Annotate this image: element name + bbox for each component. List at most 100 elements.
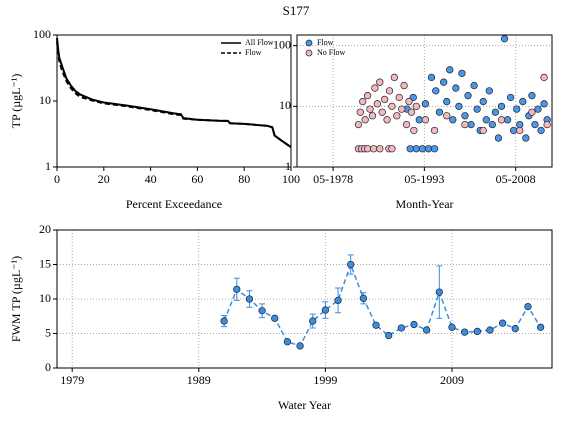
- marker: [528, 92, 536, 100]
- marker: [220, 317, 228, 325]
- marker: [370, 145, 378, 153]
- marker: [334, 296, 342, 305]
- marker: [500, 35, 509, 43]
- marker: [511, 325, 519, 333]
- marker: [321, 306, 330, 314]
- marker: [479, 97, 487, 106]
- y-tick-label: 10: [279, 98, 291, 112]
- x-axis-label: Month-Year: [395, 197, 453, 211]
- marker: [385, 331, 393, 340]
- marker: [513, 105, 521, 113]
- marker: [455, 102, 463, 110]
- y-tick-label: 100: [273, 37, 291, 51]
- marker: [271, 314, 279, 322]
- marker: [534, 105, 542, 113]
- marker: [497, 102, 506, 110]
- marker: [536, 323, 545, 331]
- marker: [363, 92, 372, 100]
- marker: [388, 145, 396, 153]
- x-tick-label: 100: [282, 172, 300, 186]
- marker: [531, 120, 539, 129]
- legend-label: All Flow: [245, 38, 274, 47]
- marker: [378, 108, 386, 116]
- marker: [537, 126, 545, 135]
- marker: [427, 73, 436, 82]
- marker: [486, 326, 494, 334]
- x-tick-label: 20: [98, 172, 110, 186]
- y-tick-label: 1: [45, 159, 51, 173]
- marker: [446, 66, 454, 74]
- marker: [540, 73, 548, 82]
- marker: [410, 320, 418, 329]
- marker: [388, 102, 396, 110]
- marker: [361, 116, 369, 124]
- marker: [506, 93, 515, 102]
- figure-title: S177: [283, 3, 310, 18]
- marker: [400, 81, 408, 90]
- y-tick-label: 5: [45, 325, 51, 339]
- marker: [421, 100, 430, 108]
- marker: [359, 97, 367, 106]
- marker: [522, 134, 530, 142]
- legend-label: Flow: [245, 48, 262, 57]
- marker: [449, 116, 457, 124]
- x-tick-label: 1979: [60, 373, 84, 387]
- legend-swatch: [305, 49, 313, 57]
- marker: [519, 97, 527, 106]
- marker: [233, 285, 241, 293]
- plot-frame: [296, 34, 553, 168]
- marker: [464, 92, 472, 100]
- marker: [479, 126, 487, 135]
- marker: [245, 295, 254, 303]
- marker: [372, 321, 380, 329]
- x-tick-label: 05-1978: [313, 172, 353, 186]
- y-tick-label: 10: [39, 291, 51, 305]
- legend-label: Flow: [317, 38, 334, 47]
- y-tick-label: 10: [39, 93, 51, 107]
- y-tick-label: 1: [285, 159, 291, 173]
- marker: [406, 145, 414, 153]
- x-tick-label: 05-2008: [496, 172, 536, 186]
- marker: [354, 120, 363, 129]
- marker: [470, 81, 478, 90]
- plot-frame: [56, 34, 292, 168]
- series-line: [56, 37, 292, 148]
- marker: [368, 112, 377, 120]
- marker: [366, 105, 374, 113]
- marker: [359, 294, 368, 302]
- marker: [461, 120, 469, 129]
- marker: [510, 126, 518, 135]
- marker: [491, 108, 500, 116]
- marker: [432, 87, 440, 95]
- marker: [309, 317, 317, 325]
- marker: [380, 95, 389, 104]
- marker: [460, 328, 469, 336]
- marker: [347, 260, 355, 269]
- x-tick-label: 05-1993: [404, 172, 444, 186]
- marker: [363, 145, 372, 153]
- marker: [540, 100, 548, 108]
- x-tick-label: 0: [54, 172, 60, 186]
- marker: [543, 120, 551, 129]
- marker: [407, 108, 416, 116]
- marker: [397, 324, 405, 332]
- marker: [440, 78, 448, 86]
- marker: [461, 112, 469, 120]
- marker: [410, 126, 418, 135]
- marker: [503, 116, 512, 124]
- series-line: [56, 41, 292, 148]
- marker: [390, 73, 399, 82]
- marker: [473, 327, 481, 336]
- y-tick-label: 20: [39, 222, 51, 236]
- marker: [443, 97, 451, 106]
- marker: [494, 134, 503, 142]
- marker: [423, 326, 431, 334]
- marker: [402, 120, 411, 129]
- marker: [443, 112, 451, 120]
- marker: [356, 108, 364, 116]
- plot-frame: [56, 229, 553, 369]
- x-tick-label: 40: [145, 172, 157, 186]
- marker: [373, 100, 381, 108]
- y-tick-label: 0: [45, 360, 51, 374]
- series-line: [223, 262, 542, 347]
